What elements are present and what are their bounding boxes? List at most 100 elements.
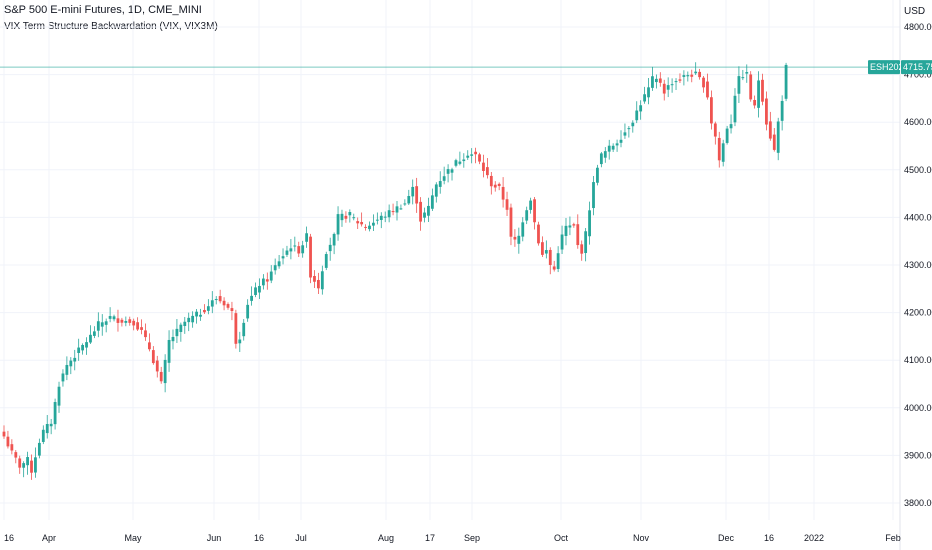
candle-body <box>482 162 485 171</box>
candle-body <box>92 331 96 336</box>
candle-body <box>654 78 658 83</box>
x-tick-label: Nov <box>633 533 650 543</box>
candle-body <box>30 460 33 473</box>
candle-body <box>348 212 352 216</box>
candle-body <box>175 328 179 337</box>
candle-body <box>430 195 434 209</box>
candle-body <box>434 184 438 197</box>
candle-body <box>49 423 53 427</box>
candle-body <box>332 233 336 246</box>
candle-body <box>670 84 674 86</box>
x-tick-label: 2022 <box>804 533 824 543</box>
candle-body <box>328 244 332 252</box>
candle-body <box>576 224 580 246</box>
candle-body <box>128 319 132 323</box>
candle-body <box>717 137 721 161</box>
candle-body <box>144 330 147 338</box>
x-tick-label: Jun <box>207 533 222 543</box>
y-tick-label: 4200.00 <box>904 308 932 318</box>
x-tick-label: 16 <box>4 533 14 543</box>
chart-title: S&P 500 E-mini Futures, 1D, CME_MINI <box>4 4 202 16</box>
candle-body <box>368 225 371 230</box>
candle-body <box>753 99 757 106</box>
candle-body <box>2 431 6 437</box>
y-tick-label: 4100.00 <box>904 355 932 365</box>
candle-body <box>18 458 22 468</box>
candle-body <box>635 110 639 121</box>
candle-body <box>725 128 729 143</box>
candle-body <box>261 278 265 286</box>
candle-body <box>627 128 631 130</box>
candle-body <box>317 279 320 289</box>
candle-body <box>615 143 619 146</box>
candle-body <box>6 436 10 447</box>
candle-body <box>356 221 360 224</box>
candle-body <box>222 300 226 306</box>
candle-body <box>485 167 489 176</box>
candle-body <box>214 299 218 301</box>
candle-body <box>713 123 717 137</box>
candle-body <box>631 122 635 127</box>
candle-body <box>336 214 340 235</box>
candle-body <box>501 186 505 200</box>
x-tick-label: 16 <box>764 533 774 543</box>
candle-body <box>45 423 49 434</box>
candle-body <box>258 285 261 293</box>
candle-body <box>250 295 253 301</box>
candle-body <box>761 79 764 102</box>
candle-body <box>474 151 477 155</box>
candle-body <box>556 253 560 269</box>
candle-body <box>73 357 77 362</box>
candle-body <box>210 300 214 307</box>
candle-body <box>199 314 202 317</box>
chart-grid <box>0 0 900 520</box>
x-tick-label: Dec <box>718 533 735 543</box>
candle-body <box>517 235 521 244</box>
candle-body <box>242 322 246 337</box>
candle-body <box>254 287 257 296</box>
candle-body <box>682 75 686 77</box>
candle-body <box>678 79 682 81</box>
candle-body <box>61 373 65 382</box>
candle-body <box>537 224 540 244</box>
candle-body <box>552 266 556 270</box>
candle-body <box>450 169 454 173</box>
candle-body <box>183 321 187 327</box>
candle-body <box>34 457 37 473</box>
candle-body <box>694 71 698 74</box>
candle-body <box>729 124 733 129</box>
candle-body <box>690 74 694 77</box>
candle-body <box>313 275 316 282</box>
candle-body <box>568 225 572 228</box>
price-axis: 3800.00 3900.00 4000.00 4100.00 4200.00 4300.… <box>904 22 932 508</box>
candle-body <box>749 74 753 100</box>
y-tick-label: 3800.00 <box>904 498 932 508</box>
candle-body <box>607 145 611 152</box>
candle-body <box>89 334 92 343</box>
candle-body <box>395 206 399 213</box>
y-tick-label: 4300.00 <box>904 260 932 270</box>
candle-body <box>293 245 297 247</box>
x-tick-label: Jul <box>295 533 307 543</box>
candle-body <box>340 213 344 221</box>
candle-body <box>238 339 242 344</box>
candle-body <box>466 155 470 158</box>
candle-body <box>733 95 737 123</box>
candle-body <box>22 463 26 468</box>
candle-body <box>120 319 124 323</box>
candle-body <box>195 311 198 317</box>
candle-body <box>662 83 666 94</box>
y-tick-label: 4500.00 <box>904 165 932 175</box>
candle-body <box>639 105 643 112</box>
candle-body <box>548 249 552 265</box>
candle-body <box>324 254 328 268</box>
candle-body <box>765 98 768 125</box>
x-tick-label: Sep <box>464 533 480 543</box>
candle-body <box>69 360 73 367</box>
candle-body <box>305 233 309 242</box>
candle-body <box>702 77 705 88</box>
candle-body <box>599 153 603 165</box>
x-tick-label: 16 <box>254 533 264 543</box>
candle-body <box>387 210 391 218</box>
